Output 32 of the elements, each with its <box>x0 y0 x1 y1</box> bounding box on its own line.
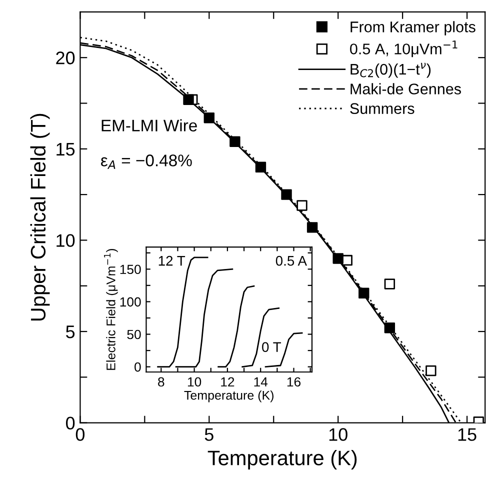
y-tick-label: 20 <box>56 52 75 64</box>
y-axis-title: Upper Critical Field (T) <box>30 114 50 321</box>
x-tick-label: 8 <box>158 377 164 387</box>
y-tick-label: 50 <box>127 330 141 340</box>
y-tick-label: 15 <box>56 143 75 156</box>
x-axis-title: Temperature (K) <box>208 450 357 470</box>
x-tick-label: 5 <box>204 428 214 441</box>
x-tick-label: 16 <box>287 377 301 387</box>
y-tick-label: 5 <box>66 326 75 338</box>
annotation: ε$_{A}$ = −0.48% <box>101 154 192 169</box>
annotation: 0 T <box>262 342 281 352</box>
legend-label: 0.5 A, 10μVm$^{−1}$ <box>350 40 458 58</box>
x-tick-label: 0 <box>76 428 85 441</box>
y-tick-label: 10 <box>56 234 75 247</box>
annotation: EM-LMI Wire <box>102 119 197 132</box>
x-tick-label: 10 <box>188 377 202 387</box>
y-tick-label: 150 <box>120 264 141 274</box>
legend-label: Summers <box>350 103 414 114</box>
annotation: 12 T <box>158 256 186 266</box>
y-tick-label: 100 <box>120 297 141 307</box>
legend-label: Maki-de Gennes <box>350 83 461 94</box>
legend-label: B$_{C2}$(0)(1−t$^{ν}$) <box>350 62 431 78</box>
x-axis-title: Temperature (K) <box>184 390 274 402</box>
y-tick-label: 0 <box>66 416 75 430</box>
annotation: 0.5 A <box>276 256 307 266</box>
x-tick-label: 15 <box>458 428 476 441</box>
legend-label: From Kramer plots <box>350 21 476 36</box>
x-tick-label: 14 <box>254 377 268 386</box>
y-axis-title: Electric Field (μVm$^{−1}$) <box>104 249 118 370</box>
y-tick-label: 0 <box>134 362 141 372</box>
x-tick-label: 10 <box>329 428 348 441</box>
x-tick-label: 12 <box>221 377 234 386</box>
